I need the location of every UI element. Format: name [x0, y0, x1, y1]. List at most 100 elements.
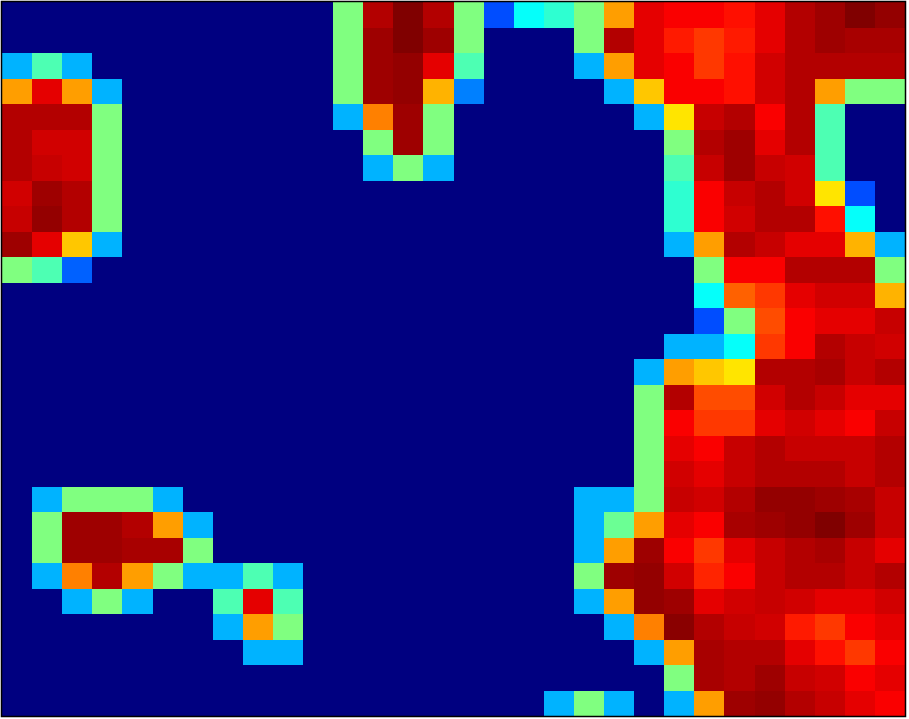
cell [213, 385, 243, 410]
cell [273, 359, 303, 385]
cell [514, 155, 544, 181]
cell [845, 563, 875, 589]
cell [845, 79, 875, 104]
cell [574, 104, 604, 130]
cell [574, 28, 604, 53]
cell [363, 538, 393, 563]
cell [183, 589, 213, 614]
cell [423, 308, 454, 334]
cell [694, 104, 724, 130]
cell [32, 589, 62, 614]
cell [153, 436, 183, 461]
cell [153, 79, 183, 104]
cell [694, 436, 724, 461]
cell [303, 206, 333, 232]
cell [62, 232, 92, 257]
cell [243, 614, 273, 640]
cell [393, 589, 423, 614]
cell [755, 155, 785, 181]
cell [785, 206, 815, 232]
cell [243, 665, 273, 691]
cell [423, 232, 454, 257]
cell [333, 232, 363, 257]
cell [62, 410, 92, 436]
cell [875, 691, 905, 716]
cell [213, 155, 243, 181]
cell [92, 232, 122, 257]
cell [183, 538, 213, 563]
cell [32, 461, 62, 487]
cell [815, 181, 845, 206]
cell [724, 436, 755, 461]
cell [2, 461, 32, 487]
cell [183, 181, 213, 206]
cell [153, 589, 183, 614]
cell [875, 589, 905, 614]
cell [694, 257, 724, 283]
cell [634, 487, 664, 512]
cell [755, 359, 785, 385]
cell [32, 512, 62, 538]
cell [484, 308, 514, 334]
cell [785, 334, 815, 359]
cell [694, 410, 724, 436]
cell [694, 232, 724, 257]
cell [32, 79, 62, 104]
cell [183, 53, 213, 79]
cell [454, 79, 484, 104]
cell [875, 53, 905, 79]
cell [243, 385, 273, 410]
cell [454, 512, 484, 538]
cell [243, 257, 273, 283]
cell [122, 614, 153, 640]
cell [62, 538, 92, 563]
cell [815, 130, 845, 155]
cell [484, 79, 514, 104]
cell [62, 155, 92, 181]
cell [2, 512, 32, 538]
cell [363, 589, 393, 614]
cell [303, 308, 333, 334]
cell [423, 155, 454, 181]
cell [363, 2, 393, 28]
cell [634, 2, 664, 28]
cell [785, 538, 815, 563]
cell [243, 461, 273, 487]
cell [303, 28, 333, 53]
cell [92, 359, 122, 385]
cell [213, 665, 243, 691]
cell [62, 614, 92, 640]
cell [213, 512, 243, 538]
cell [845, 130, 875, 155]
cell [303, 257, 333, 283]
cell [755, 589, 785, 614]
cell [845, 691, 875, 716]
cell [544, 436, 574, 461]
cell [724, 28, 755, 53]
cell [815, 53, 845, 79]
cell [213, 461, 243, 487]
cell [213, 79, 243, 104]
cell [92, 181, 122, 206]
cell [724, 181, 755, 206]
cell [333, 79, 363, 104]
cell [815, 563, 845, 589]
cell [694, 334, 724, 359]
cell [363, 232, 393, 257]
cell [183, 563, 213, 589]
cell [604, 104, 634, 130]
cell [303, 2, 333, 28]
cell [62, 130, 92, 155]
cell [604, 2, 634, 28]
cell [544, 53, 574, 79]
cell [303, 410, 333, 436]
cell [785, 359, 815, 385]
cell [243, 2, 273, 28]
cell [454, 436, 484, 461]
cell [333, 206, 363, 232]
cell [273, 538, 303, 563]
heatmap-chart [0, 0, 909, 719]
cell [664, 589, 694, 614]
cell [454, 334, 484, 359]
cell [724, 614, 755, 640]
